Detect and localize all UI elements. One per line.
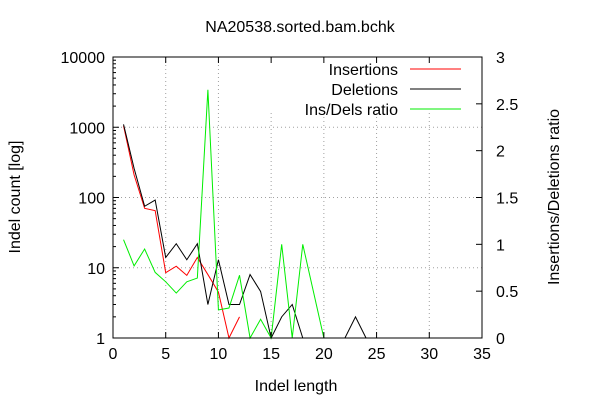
series-line-insertions [123, 125, 240, 340]
x-tick-label: 0 [109, 346, 118, 363]
y-axis-label: Indel count [log] [7, 141, 24, 254]
x-tick-label: 15 [262, 346, 280, 363]
chart-title: NA20538.sorted.bam.bchk [205, 19, 395, 36]
y-tick-label: 1 [96, 331, 105, 348]
x-tick-label: 35 [473, 346, 491, 363]
y2-tick-label: 2 [496, 144, 505, 161]
y2-axis-label: Insertions/Deletions ratio [546, 109, 563, 285]
legend-label: Insertions [329, 62, 398, 79]
y2-tick-label: 2.5 [496, 97, 518, 114]
y2-tick-label: 0 [496, 331, 505, 348]
y2-tick-label: 0.5 [496, 284, 518, 301]
x-axis-label: Indel length [255, 378, 338, 395]
y-tick-label: 1000 [69, 120, 105, 137]
x-tick-label: 10 [210, 346, 228, 363]
y-tick-label: 10 [87, 261, 105, 278]
x-tick-label: 5 [161, 346, 170, 363]
y-tick-label: 10000 [61, 50, 106, 67]
y2-tick-label: 3 [496, 50, 505, 67]
legend-label: Ins/Dels ratio [305, 102, 398, 119]
grid [113, 57, 482, 338]
y-tick-label: 100 [78, 191, 105, 208]
y2-tick-label: 1 [496, 237, 505, 254]
x-tick-label: 30 [420, 346, 438, 363]
x-tick-label: 25 [368, 346, 386, 363]
legend-label: Deletions [331, 82, 398, 99]
series-line-ins-dels-ratio [123, 89, 325, 340]
x-tick-label: 20 [315, 346, 333, 363]
legend: Insertions Deletions Ins/Dels ratio [305, 62, 461, 119]
axes: 0 5 10 15 20 25 30 35 1 10 100 1000 10000 0 0.5 1 1.5 2 2.… [61, 50, 519, 363]
y2-tick-label: 1.5 [496, 191, 518, 208]
